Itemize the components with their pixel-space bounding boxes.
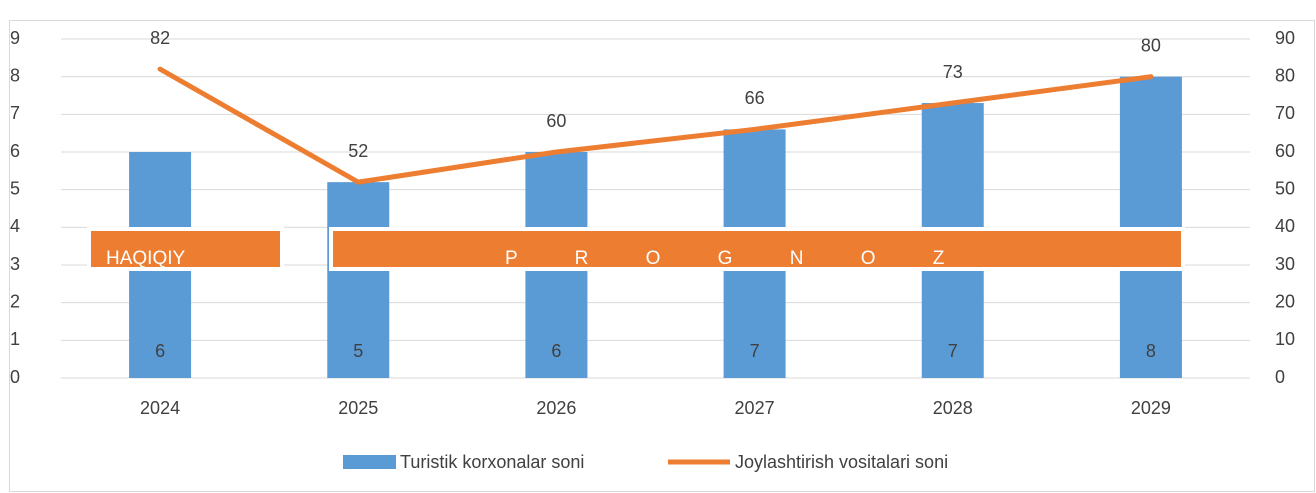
y-tick-label: 2 — [10, 291, 20, 311]
y-tick-label: 8 — [10, 65, 20, 85]
bar-value-label: 6 — [155, 341, 165, 361]
bar-value-label: 7 — [948, 341, 958, 361]
y2-tick-label: 60 — [1275, 141, 1295, 161]
line — [157, 66, 1154, 185]
annotation-text: P R O G N O Z — [505, 248, 945, 269]
y2-tick-label: 30 — [1275, 254, 1295, 274]
line-value-label: 60 — [546, 111, 566, 131]
x-tick-label: 2027 — [735, 398, 775, 418]
bar — [327, 182, 390, 378]
line-value-label: 66 — [745, 88, 765, 108]
y-tick-label: 9 — [10, 28, 20, 48]
bar-value-label: 5 — [353, 341, 363, 361]
y-tick-label: 0 — [10, 367, 20, 387]
x-tick-label: 2028 — [933, 398, 973, 418]
legend-label: Turistik korxonalar soni — [400, 452, 584, 472]
bar-value-label: 7 — [750, 341, 760, 361]
legend-swatch — [343, 455, 396, 469]
y2-tick-label: 80 — [1275, 65, 1295, 85]
y-tick-label: 6 — [10, 141, 20, 161]
y2-tick-label: 50 — [1275, 178, 1295, 198]
chart-frame — [9, 20, 1315, 492]
line-value-label: 52 — [348, 141, 368, 161]
y-tick-label: 3 — [10, 254, 20, 274]
annotation-banner — [329, 227, 1185, 271]
line-value-label: 82 — [150, 28, 170, 48]
y2-tick-label: 90 — [1275, 28, 1295, 48]
y-tick-label: 1 — [10, 329, 20, 349]
line-value-label: 80 — [1141, 35, 1161, 55]
x-tick-label: 2025 — [338, 398, 378, 418]
y-tick-label: 4 — [10, 216, 20, 236]
annotation-text: HAQIQIY — [106, 248, 186, 269]
x-tick-label: 2029 — [1131, 398, 1171, 418]
x-tick-label: 2024 — [140, 398, 180, 418]
line-value-label: 73 — [943, 62, 963, 82]
y2-tick-label: 10 — [1275, 329, 1295, 349]
y2-tick-label: 0 — [1275, 367, 1285, 387]
y2-tick-label: 70 — [1275, 103, 1295, 123]
annotation-banner — [87, 227, 284, 271]
x-tick-label: 2026 — [536, 398, 576, 418]
bar-value-label: 6 — [551, 341, 561, 361]
y-tick-label: 5 — [10, 178, 20, 198]
y2-tick-label: 20 — [1275, 291, 1295, 311]
y-tick-label: 7 — [10, 103, 20, 123]
y2-tick-label: 40 — [1275, 216, 1295, 236]
legend-label: Joylashtirish vositalari soni — [735, 452, 948, 472]
bar-value-label: 8 — [1146, 341, 1156, 361]
